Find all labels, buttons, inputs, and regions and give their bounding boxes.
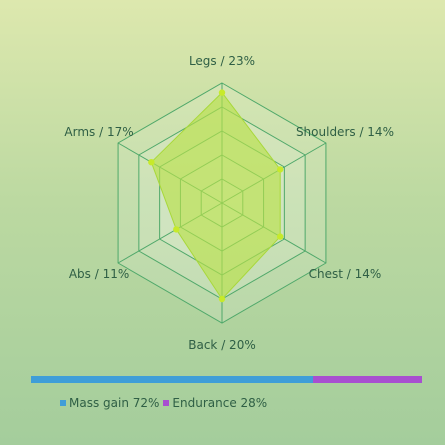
legend-label-endurance: Endurance 28% xyxy=(172,396,268,410)
axis-label-chest: Chest / 14% xyxy=(309,267,382,281)
legend-item-mass-gain: Mass gain 72% xyxy=(60,396,159,410)
radar-point-arms xyxy=(148,159,155,166)
legend-label-mass-gain: Mass gain 72% xyxy=(69,396,160,410)
radar-point-shoulders xyxy=(276,166,284,173)
split-bar-segment-mass-gain xyxy=(31,376,313,383)
axis-label-arms: Arms / 17% xyxy=(64,125,133,139)
legend-swatch-endurance xyxy=(163,400,170,406)
legend-item-endurance: Endurance 28% xyxy=(163,396,267,410)
radar-series xyxy=(148,89,284,303)
split-bar-segment-endurance xyxy=(312,376,422,383)
split-bar xyxy=(31,376,422,383)
legend: Mass gain 72% Endurance 28% xyxy=(60,396,271,410)
radar-axis-labels: Legs / 23% Shoulders / 14% Chest / 14% Back… xyxy=(64,54,394,352)
radar-point-back xyxy=(218,295,226,303)
axis-label-shoulders: Shoulders / 14% xyxy=(296,125,394,139)
axis-label-back: Back / 20% xyxy=(188,338,255,352)
radar-point-legs xyxy=(218,89,226,96)
radar-point-chest xyxy=(276,233,284,240)
legend-swatch-mass-gain xyxy=(60,400,66,406)
axis-label-legs: Legs / 23% xyxy=(189,54,255,68)
axis-label-abs: Abs / 11% xyxy=(69,267,129,281)
radar-point-abs xyxy=(173,226,180,233)
